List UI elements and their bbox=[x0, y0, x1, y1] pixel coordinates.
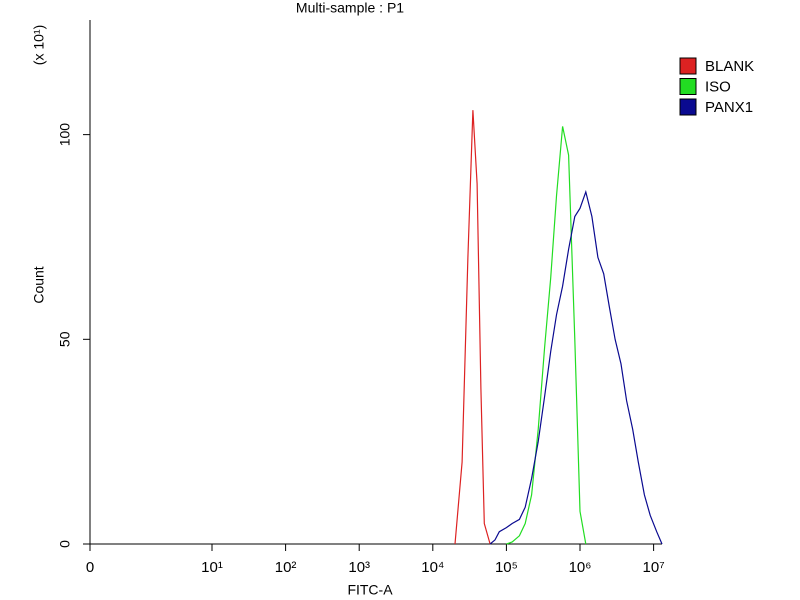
x-tick-label: 10⁶ bbox=[569, 559, 592, 576]
y-axis-label: Count bbox=[31, 266, 47, 303]
y-tick-label: 50 bbox=[57, 331, 73, 347]
legend-swatch bbox=[679, 98, 697, 116]
y-tick-label: 100 bbox=[57, 123, 73, 147]
histogram-line bbox=[454, 110, 491, 545]
histogram-line bbox=[489, 189, 663, 545]
x-tick-label: 10⁵ bbox=[495, 559, 518, 576]
x-axis-label: FITC-A bbox=[347, 582, 393, 598]
legend-label: ISO bbox=[705, 78, 731, 95]
y-tick-label: 0 bbox=[57, 540, 73, 548]
x-tick-label: 0 bbox=[86, 559, 94, 576]
legend-label: PANX1 bbox=[705, 99, 753, 116]
x-tick-label: 10³ bbox=[348, 559, 370, 576]
y-axis-unit: (x 10¹) bbox=[31, 25, 47, 65]
histogram-line bbox=[506, 126, 587, 545]
x-tick-label: 10⁴ bbox=[421, 559, 444, 576]
x-tick-label: 10⁷ bbox=[643, 559, 665, 576]
legend-swatch bbox=[679, 57, 697, 75]
x-tick-label: 10¹ bbox=[201, 559, 223, 576]
legend-swatch bbox=[679, 78, 697, 95]
legend-label: BLANK bbox=[705, 58, 754, 75]
chart-title: Multi-sample : P1 bbox=[296, 0, 404, 16]
x-tick-label: 10² bbox=[275, 559, 297, 576]
